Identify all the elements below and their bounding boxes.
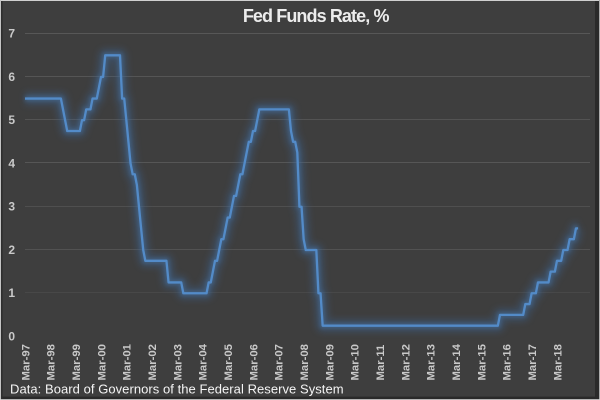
- svg-text:Mar-05: Mar-05: [223, 344, 235, 380]
- svg-text:Mar-02: Mar-02: [147, 344, 159, 380]
- svg-text:Mar-15: Mar-15: [476, 344, 488, 380]
- svg-text:7: 7: [8, 27, 15, 41]
- svg-text:3: 3: [8, 200, 15, 214]
- svg-text:2: 2: [8, 243, 15, 257]
- svg-text:Fed Funds Rate, %: Fed Funds Rate, %: [243, 6, 390, 26]
- svg-text:Mar-10: Mar-10: [350, 344, 362, 380]
- svg-text:Mar-18: Mar-18: [552, 344, 564, 380]
- svg-text:Mar-16: Mar-16: [502, 344, 514, 380]
- svg-text:Mar-97: Mar-97: [20, 344, 32, 380]
- svg-text:4: 4: [8, 156, 15, 170]
- svg-text:Mar-11: Mar-11: [375, 345, 387, 381]
- svg-text:Data: Board of Governors of th: Data: Board of Governors of the Federal …: [10, 382, 344, 397]
- svg-text:Mar-03: Mar-03: [172, 344, 184, 380]
- svg-text:Mar-04: Mar-04: [198, 343, 210, 380]
- svg-text:Mar-07: Mar-07: [274, 344, 286, 380]
- svg-text:Mar-17: Mar-17: [527, 344, 539, 380]
- svg-text:Mar-99: Mar-99: [71, 344, 83, 380]
- svg-text:Mar-01: Mar-01: [122, 344, 134, 380]
- svg-text:5: 5: [8, 113, 15, 127]
- svg-text:Mar-14: Mar-14: [451, 343, 463, 380]
- svg-text:Mar-12: Mar-12: [400, 344, 412, 380]
- svg-text:Mar-98: Mar-98: [46, 344, 58, 380]
- svg-text:Mar-13: Mar-13: [426, 344, 438, 380]
- svg-text:Mar-00: Mar-00: [96, 344, 108, 380]
- svg-text:0: 0: [8, 329, 15, 343]
- svg-text:6: 6: [8, 70, 15, 84]
- svg-text:Mar-09: Mar-09: [324, 344, 336, 380]
- svg-text:Mar-06: Mar-06: [248, 344, 260, 380]
- svg-text:1: 1: [8, 286, 15, 300]
- svg-text:Mar-08: Mar-08: [299, 344, 311, 380]
